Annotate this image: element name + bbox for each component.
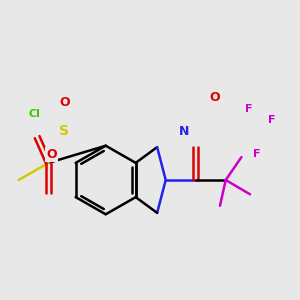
Text: O: O: [59, 96, 70, 110]
Text: O: O: [209, 91, 220, 103]
Text: F: F: [268, 115, 275, 125]
Text: F: F: [254, 149, 261, 159]
Text: F: F: [245, 103, 252, 114]
Text: N: N: [179, 125, 190, 138]
Text: O: O: [46, 148, 57, 161]
Text: Cl: Cl: [28, 109, 40, 119]
Text: S: S: [59, 124, 69, 138]
